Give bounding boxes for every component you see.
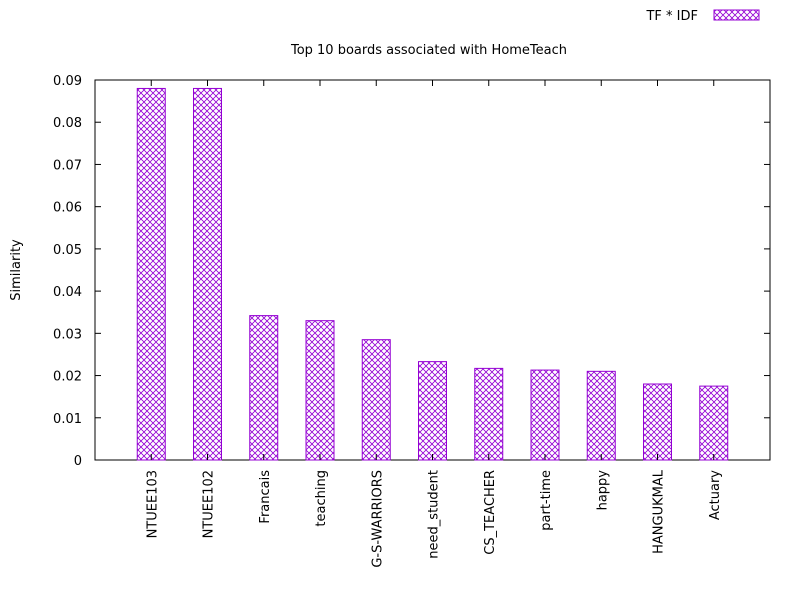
y-tick-label: 0.03 (53, 327, 82, 342)
bar-need-student (418, 361, 447, 461)
y-tick-label: 0.04 (53, 285, 82, 300)
bar-francais (249, 315, 279, 461)
bars (136, 87, 729, 461)
x-axis: NTUEE103 NTUEE102 Francais teaching G-S-WARR… (145, 80, 723, 568)
x-tick-label: need_student (427, 470, 442, 559)
y-axis: 0 0.01 0.02 0.03 0.04 0.05 0.06 0.07 0.08 0.09 (53, 74, 770, 469)
x-tick-label: teaching (314, 470, 329, 527)
y-tick-label: 0.01 (53, 412, 82, 427)
bar-cs-teacher (474, 367, 504, 461)
x-tick-label: Actuary (708, 470, 723, 520)
legend-swatch (713, 9, 760, 21)
y-tick-label: 0.06 (53, 201, 82, 216)
x-tick-label: part-time (539, 470, 554, 531)
bar-ntuee102 (193, 87, 222, 461)
bar-part-time (530, 369, 560, 461)
y-tick-label: 0 (74, 454, 82, 469)
bar-ntuee103 (136, 87, 166, 461)
y-axis-label: Similarity (9, 239, 24, 301)
x-tick-label: Francais (258, 470, 273, 524)
y-tick-label: 0.05 (53, 243, 82, 258)
x-tick-label: happy (595, 470, 610, 511)
x-tick-label: G-S-WARRIORS (370, 470, 385, 568)
y-tick-label: 0.02 (53, 370, 82, 385)
x-tick-label: HANGUKMAL (652, 469, 667, 554)
bar-teaching (305, 320, 335, 461)
y-tick-label: 0.07 (53, 158, 82, 173)
bar-hangukmal (643, 383, 672, 461)
chart-title: Top 10 boards associated with HomeTeach (290, 43, 567, 58)
x-tick-label: CS_TEACHER (483, 470, 498, 555)
bar-actuary (699, 385, 729, 461)
y-tick-label: 0.08 (53, 116, 82, 131)
bar-happy (586, 370, 616, 461)
x-tick-label: NTUEE102 (202, 470, 217, 538)
x-tick-label: NTUEE103 (145, 470, 160, 538)
legend: TF * IDF (645, 9, 760, 24)
y-tick-label: 0.09 (53, 74, 82, 89)
bar-g-s-warriors (361, 339, 391, 461)
legend-label: TF * IDF (645, 9, 698, 24)
